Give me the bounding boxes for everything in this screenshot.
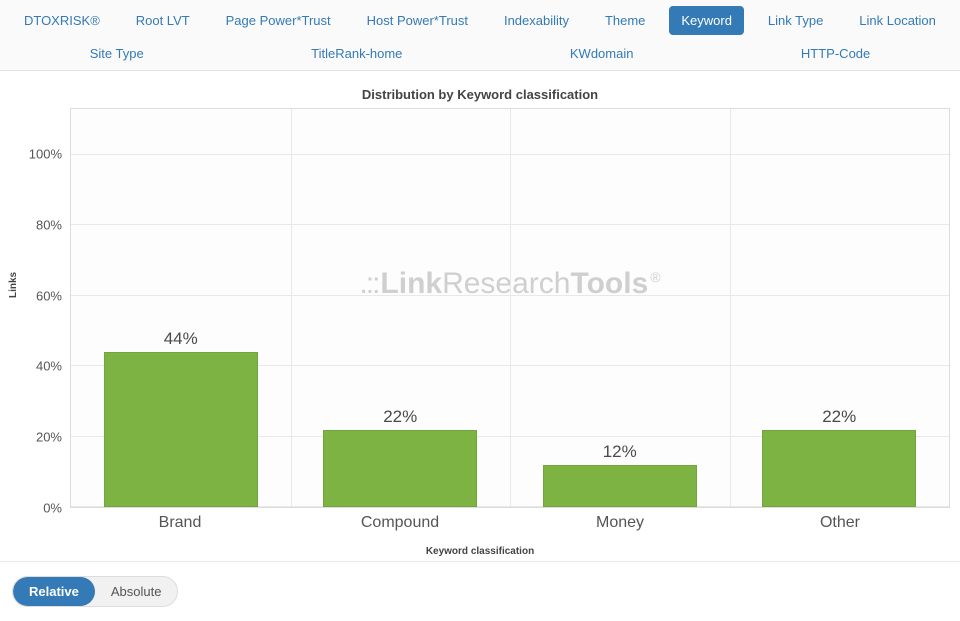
bar-money[interactable]: 12% — [543, 465, 697, 507]
chart-title: Distribution by Keyword classification — [10, 79, 950, 108]
tab-titlerank-home[interactable]: TitleRank-home — [299, 39, 414, 68]
y-tick: 100% — [29, 147, 62, 162]
plot-area: .::LinkResearchTools® 44%22%12%22% — [70, 108, 950, 508]
y-tick: 80% — [36, 217, 62, 232]
tabbar: DTOXRISK® Root LVT Page Power*Trust Host Po… — [0, 0, 960, 71]
tab-http-code[interactable]: HTTP-Code — [789, 39, 882, 68]
gridline-v — [510, 109, 511, 507]
x-category-brand: Brand — [70, 514, 290, 532]
tab-link-location[interactable]: Link Location — [847, 6, 948, 35]
tabs-row-1: DTOXRISK® Root LVT Page Power*Trust Host Po… — [0, 4, 960, 37]
tabs-row-2: Site Type TitleRank-home KWdomain HTTP-Code — [0, 37, 960, 70]
tab-keyword[interactable]: Keyword — [669, 6, 744, 35]
toggle-bar: RelativeAbsolute — [0, 561, 960, 621]
bar-compound[interactable]: 22% — [323, 430, 477, 507]
tab-kwdomain[interactable]: KWdomain — [558, 39, 646, 68]
y-tick: 20% — [36, 430, 62, 445]
toggle-absolute[interactable]: Absolute — [95, 577, 178, 606]
bar-value-label: 44% — [164, 329, 198, 349]
chart-box: Links 0%20%40%60%80%100% .::LinkResearch… — [10, 108, 950, 508]
x-axis-label: Keyword classification — [10, 532, 950, 561]
tab-site-type[interactable]: Site Type — [78, 39, 156, 68]
gridline-v — [730, 109, 731, 507]
bar-brand[interactable]: 44% — [104, 352, 258, 507]
tab-page-power-trust[interactable]: Page Power*Trust — [214, 6, 343, 35]
bar-value-label: 22% — [822, 407, 856, 427]
gridline-v — [291, 109, 292, 507]
x-labels: BrandCompoundMoneyOther — [70, 508, 950, 532]
bar-value-label: 22% — [383, 407, 417, 427]
y-tick: 0% — [43, 501, 62, 516]
bar-other[interactable]: 22% — [762, 430, 916, 507]
bar-value-label: 12% — [603, 442, 637, 462]
tab-host-power-trust[interactable]: Host Power*Trust — [355, 6, 480, 35]
x-category-money: Money — [510, 514, 730, 532]
y-tick: 60% — [36, 288, 62, 303]
tab-dtoxrisk-[interactable]: DTOXRISK® — [12, 6, 112, 35]
x-category-compound: Compound — [290, 514, 510, 532]
tab-theme[interactable]: Theme — [593, 6, 657, 35]
chart-area: Distribution by Keyword classification L… — [0, 71, 960, 561]
tab-root-lvt[interactable]: Root LVT — [124, 6, 202, 35]
toggle-relative[interactable]: Relative — [13, 577, 95, 606]
tab-indexability[interactable]: Indexability — [492, 6, 581, 35]
y-axis: 0%20%40%60%80%100% — [10, 108, 70, 508]
x-category-other: Other — [730, 514, 950, 532]
tab-link-type[interactable]: Link Type — [756, 6, 835, 35]
mode-toggle: RelativeAbsolute — [12, 576, 178, 607]
y-tick: 40% — [36, 359, 62, 374]
